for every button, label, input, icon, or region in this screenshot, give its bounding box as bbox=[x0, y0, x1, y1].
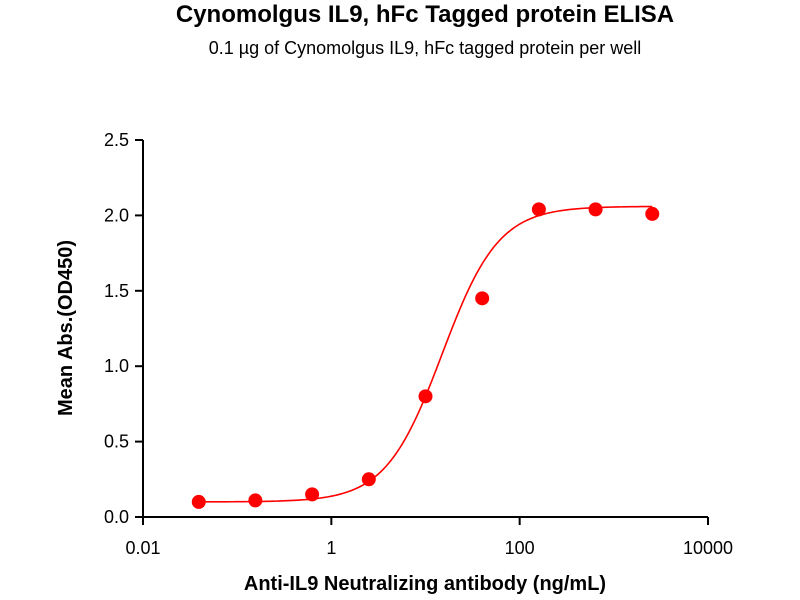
y-axis-label: Mean Abs.(OD450) bbox=[55, 240, 77, 416]
data-point bbox=[248, 493, 263, 508]
x-axis-label: Anti-IL9 Neutralizing antibody (ng/mL) bbox=[244, 573, 606, 595]
chart-subtitle: 0.1 µg of Cynomolgus IL9, hFc tagged pro… bbox=[209, 38, 642, 58]
y-tick-label: 0.0 bbox=[104, 507, 129, 527]
data-point bbox=[588, 202, 603, 217]
x-tick-label: 1 bbox=[326, 538, 336, 558]
y-tick-label: 2.5 bbox=[104, 130, 129, 150]
y-tick-label: 0.5 bbox=[104, 432, 129, 452]
data-point bbox=[191, 494, 206, 509]
y-tick-label: 1.0 bbox=[104, 356, 129, 376]
data-point bbox=[645, 206, 660, 221]
y-tick-label: 2.0 bbox=[104, 205, 129, 225]
data-point bbox=[531, 202, 546, 217]
x-ticks: 0.01 1 100 10000 bbox=[125, 517, 733, 558]
x-tick-label: 10000 bbox=[683, 538, 733, 558]
data-point bbox=[475, 291, 490, 306]
y-ticks: 0.0 0.5 1.0 1.5 2.0 2.5 bbox=[104, 130, 143, 527]
x-tick-label: 0.01 bbox=[125, 538, 160, 558]
data-point bbox=[418, 389, 433, 404]
fit-curve bbox=[198, 205, 653, 503]
data-point bbox=[305, 487, 320, 502]
axes bbox=[142, 140, 708, 518]
data-points bbox=[191, 202, 660, 509]
data-point bbox=[361, 472, 376, 487]
y-tick-label: 1.5 bbox=[104, 281, 129, 301]
chart-title: Cynomolgus IL9, hFc Tagged protein ELISA bbox=[176, 1, 674, 28]
x-tick-label: 100 bbox=[505, 538, 535, 558]
